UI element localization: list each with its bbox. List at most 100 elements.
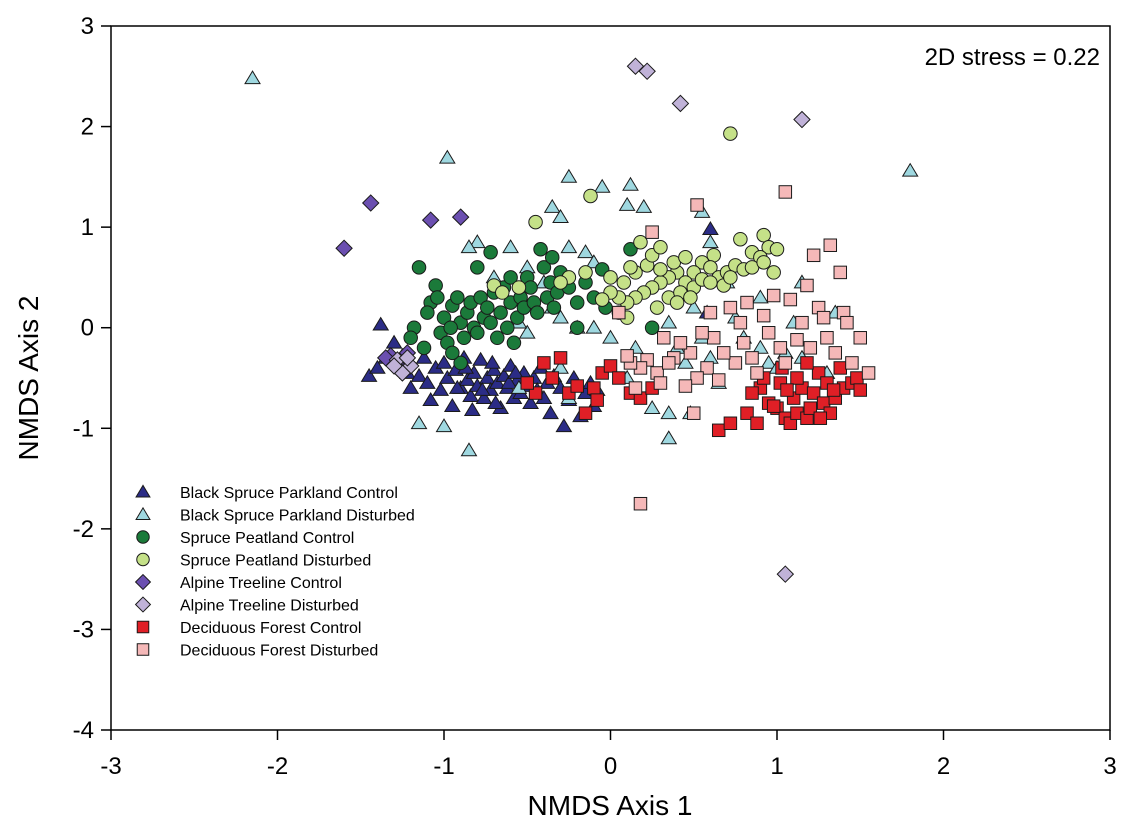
point-deciduous-forest-disturbed (756, 308, 771, 323)
point-deciduous-forest-disturbed (690, 371, 704, 385)
point-black-spruce-parkland-control (487, 395, 505, 410)
point-deciduous-forest-control (750, 416, 764, 430)
stress-annotation: 2D stress = 0.22 (925, 44, 1100, 71)
legend: Black Spruce Parkland Control Black Spruc… (134, 484, 415, 660)
point-black-spruce-parkland-control (555, 418, 573, 433)
point-black-spruce-parkland-control (488, 374, 506, 389)
point-spruce-peatland-disturbed (706, 248, 721, 263)
point-alpine-treeline-disturbed (793, 110, 811, 129)
point-black-spruce-parkland-control (432, 381, 450, 396)
point-alpine-treeline-disturbed (776, 565, 795, 583)
point-black-spruce-parkland-control (507, 364, 524, 379)
point-black-spruce-parkland-control (438, 369, 456, 384)
point-deciduous-forest-disturbed (823, 238, 838, 252)
point-spruce-peatland-control (483, 315, 498, 330)
point-spruce-peatland-control (470, 260, 485, 275)
point-deciduous-forest-disturbed (673, 336, 688, 350)
point-deciduous-forest-control (745, 386, 759, 400)
point-spruce-peatland-control (480, 300, 495, 315)
point-spruce-peatland-disturbed (553, 275, 568, 290)
point-alpine-treeline-disturbed (671, 94, 690, 113)
point-alpine-treeline-disturbed (638, 62, 656, 81)
point-spruce-peatland-control (533, 242, 548, 257)
point-black-spruce-parkland-control (542, 405, 559, 420)
point-deciduous-forest-disturbed (633, 496, 648, 511)
point-spruce-peatland-control (510, 310, 525, 325)
point-deciduous-forest-disturbed (745, 351, 759, 365)
point-alpine-treeline-control (451, 208, 470, 226)
point-deciduous-forest-disturbed (806, 248, 821, 263)
point-deciduous-forest-control (811, 366, 826, 380)
point-deciduous-forest-disturbed (706, 331, 721, 345)
y-tick-label: -1 (73, 415, 94, 442)
point-black-spruce-parkland-control (472, 351, 490, 366)
point-black-spruce-parkland-control (500, 374, 518, 389)
point-deciduous-forest-disturbed (778, 185, 793, 199)
point-spruce-peatland-control (493, 305, 508, 320)
point-black-spruce-parkland-control (483, 354, 501, 369)
point-spruce-peatland-disturbed (669, 295, 685, 310)
point-deciduous-forest-control (545, 371, 559, 385)
point-black-spruce-parkland-control (415, 349, 433, 364)
point-spruce-peatland-disturbed (495, 285, 510, 300)
point-alpine-treeline-control (335, 239, 353, 258)
x-tick-label: -2 (267, 753, 288, 780)
point-deciduous-forest-disturbed (795, 315, 809, 330)
point-black-spruce-parkland-control (485, 361, 503, 376)
point-deciduous-forest-disturbed (711, 373, 726, 387)
point-deciduous-forest-disturbed (695, 326, 709, 340)
point-deciduous-forest-disturbed (733, 315, 748, 330)
point-alpine-treeline-disturbed (385, 357, 403, 375)
point-deciduous-forest-disturbed (783, 292, 798, 307)
point-black-spruce-parkland-disturbed (660, 405, 678, 420)
point-spruce-peatland-control (445, 345, 460, 361)
point-spruce-peatland-control (569, 320, 585, 335)
point-deciduous-forest-control (766, 399, 781, 413)
point-black-spruce-parkland-control (522, 395, 539, 410)
point-black-spruce-parkland-disturbed (751, 289, 769, 304)
point-spruce-peatland-disturbed (511, 280, 527, 295)
point-deciduous-forest-disturbed (803, 341, 818, 355)
x-tick-label: -1 (433, 753, 454, 780)
y-tick-label: -2 (73, 516, 94, 543)
point-deciduous-forest-disturbed (736, 336, 751, 350)
point-deciduous-forest-disturbed (716, 346, 731, 360)
point-deciduous-forest-disturbed (690, 198, 704, 212)
point-deciduous-forest-disturbed (700, 361, 714, 375)
legend-marker-spruce-peatland-control (136, 530, 150, 544)
point-spruce-peatland-control (453, 355, 468, 371)
point-spruce-peatland-disturbed (683, 290, 698, 305)
point-deciduous-forest-disturbed (778, 356, 793, 370)
point-deciduous-forest-control (723, 416, 738, 430)
legend-label-black-spruce-parkland-disturbed: Black Spruce Parkland Disturbed (180, 508, 415, 525)
point-deciduous-forest-control (780, 383, 794, 397)
point-spruce-peatland-disturbed (756, 255, 771, 270)
scatter-points (244, 57, 919, 583)
y-tick-label: 1 (81, 214, 94, 241)
legend-label-spruce-peatland-disturbed: Spruce Peatland Disturbed (180, 553, 371, 570)
x-axis: -3 -2 -1 0 1 2 3 (100, 730, 1117, 780)
point-deciduous-forest-disturbed (750, 366, 764, 380)
point-spruce-peatland-disturbed (616, 275, 632, 290)
legend-marker-black-spruce-parkland-control (135, 484, 151, 498)
y-tick-label: 3 (81, 13, 94, 40)
point-deciduous-forest-disturbed (740, 295, 754, 310)
point-spruce-peatland-control (500, 320, 515, 335)
point-spruce-peatland-control (506, 335, 522, 351)
legend-marker-alpine-treeline-control (134, 573, 152, 591)
point-black-spruce-parkland-disturbed (618, 196, 636, 211)
legend-marker-deciduous-forest-disturbed (136, 643, 150, 656)
point-deciduous-forest-control (833, 361, 848, 375)
point-spruce-peatland-control (450, 290, 465, 305)
legend-label-alpine-treeline-control: Alpine Treeline Control (180, 575, 342, 592)
point-black-spruce-parkland-control (410, 367, 428, 382)
point-deciduous-forest-control (578, 406, 593, 420)
point-spruce-peatland-disturbed (723, 126, 738, 141)
y-tick-label: 0 (81, 315, 94, 342)
point-deciduous-forest-disturbed (612, 305, 626, 320)
y-tick-label: -3 (73, 616, 94, 643)
point-spruce-peatland-control (430, 290, 445, 305)
point-deciduous-forest-control (587, 381, 601, 395)
point-deciduous-forest-control (528, 386, 543, 400)
point-deciduous-forest-disturbed (766, 288, 781, 303)
